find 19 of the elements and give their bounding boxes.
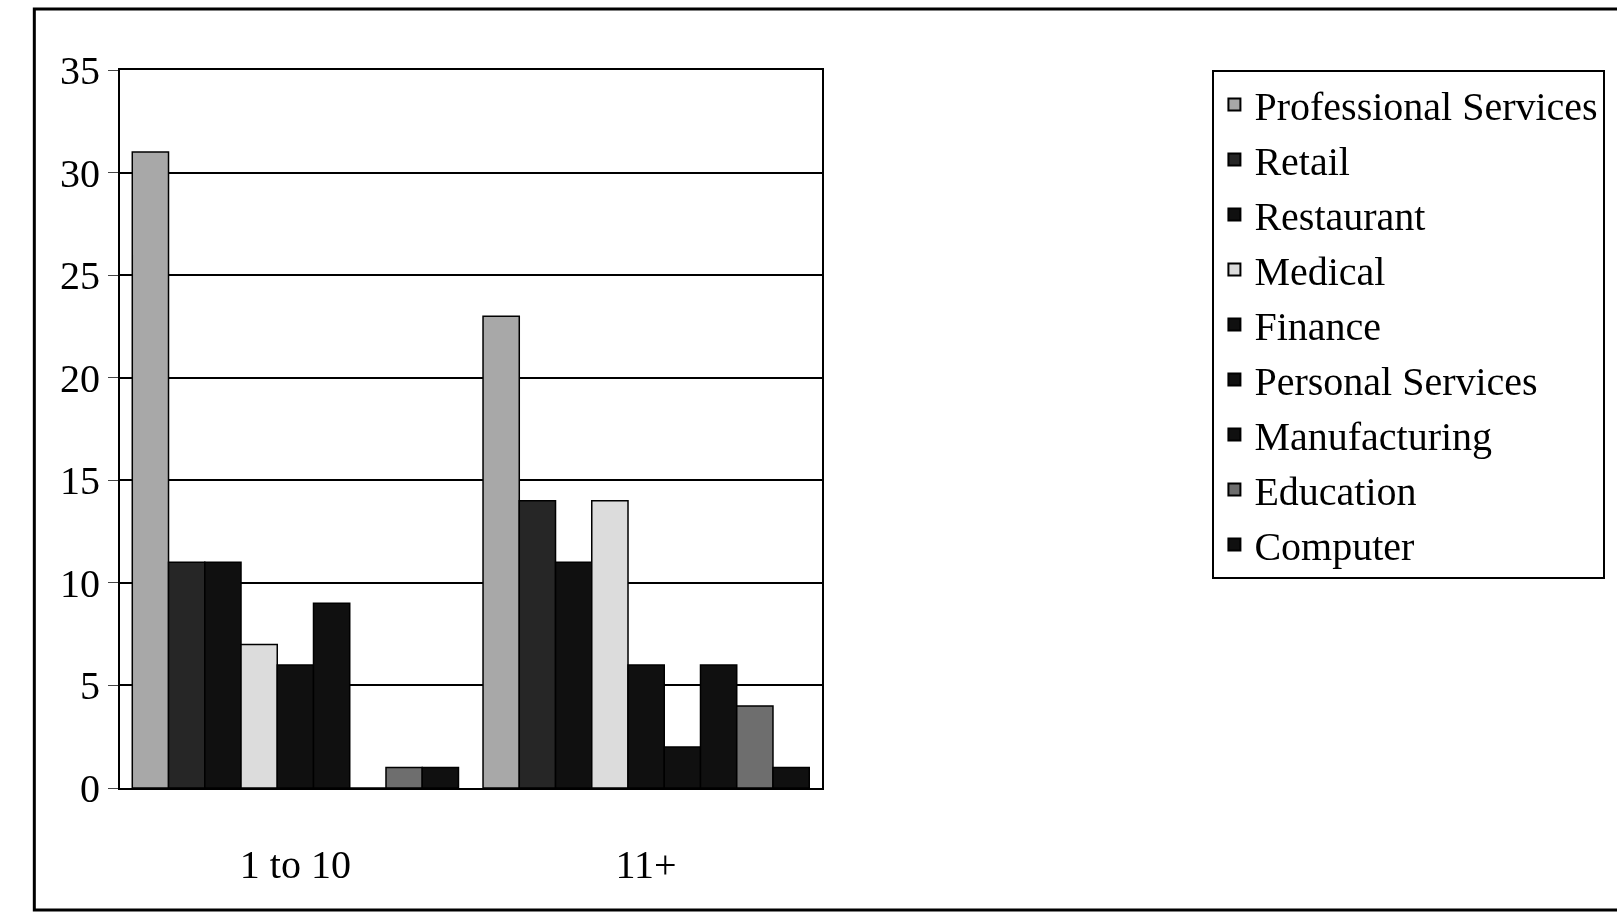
y-tick-label: 10 xyxy=(60,560,100,606)
y-tick-label: 0 xyxy=(80,766,100,811)
y-tick-label: 20 xyxy=(60,355,100,401)
legend-label: Education xyxy=(1254,469,1417,515)
legend-label: Retail xyxy=(1254,139,1350,185)
x-tick-label: 11+ xyxy=(615,842,677,887)
y-tick-label: 30 xyxy=(60,150,100,196)
y-tick-label: 25 xyxy=(60,253,100,299)
legend-label: Restaurant xyxy=(1254,194,1426,240)
legend-label: Manufacturing xyxy=(1254,414,1493,460)
legend-label: Personal Services xyxy=(1254,359,1538,405)
legend-label: Finance xyxy=(1254,304,1382,350)
legend-label: Computer xyxy=(1254,524,1415,570)
y-tick-label: 35 xyxy=(60,48,100,93)
legend-label: Professional Services xyxy=(1254,84,1598,130)
y-tick-label: 5 xyxy=(80,663,100,709)
x-tick-label: 1 to 10 xyxy=(239,842,351,887)
y-tick-label: 15 xyxy=(60,458,100,504)
legend-label: Medical xyxy=(1254,249,1386,295)
